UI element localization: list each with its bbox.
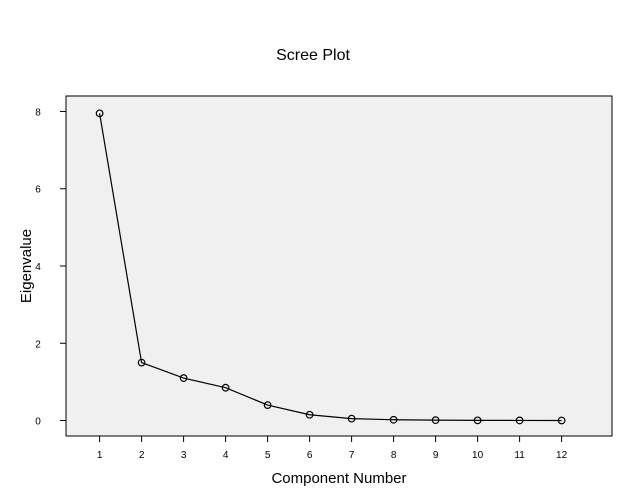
y-tick-label: 0 xyxy=(35,417,41,428)
data-point-marker xyxy=(347,414,356,423)
y-tick-label: 8 xyxy=(35,107,41,118)
data-point-marker xyxy=(515,416,524,425)
x-tick-label: 3 xyxy=(181,450,187,461)
x-tick-label: 11 xyxy=(514,450,525,461)
x-tick-label: 6 xyxy=(307,450,313,461)
data-point-marker xyxy=(389,415,398,424)
x-tick-label: 9 xyxy=(433,450,439,461)
data-markers xyxy=(95,109,566,425)
data-point-marker xyxy=(221,383,230,392)
x-tick-label: 10 xyxy=(472,450,484,461)
y-axis-title: Eigenvalue xyxy=(18,229,35,303)
x-axis-title: Component Number xyxy=(271,470,406,487)
data-point-marker xyxy=(473,416,482,425)
x-axis: 1 2 3 4 5 6 7 8 9 10 11 12 xyxy=(97,436,568,461)
x-tick-label: 8 xyxy=(391,450,397,461)
x-tick-label: 1 xyxy=(97,450,103,461)
x-tick-label: 5 xyxy=(265,450,271,461)
data-point-marker xyxy=(179,374,188,382)
x-tick-label: 12 xyxy=(556,450,568,461)
y-tick-label: 2 xyxy=(35,339,41,350)
y-tick-label: 6 xyxy=(35,185,41,196)
x-tick-label: 4 xyxy=(223,450,229,461)
data-point-marker xyxy=(431,416,440,425)
data-point-marker xyxy=(95,109,104,118)
data-point-marker xyxy=(557,416,566,425)
chart-title: Scree Plot xyxy=(276,47,350,64)
plot-area xyxy=(65,95,613,437)
data-point-marker xyxy=(137,358,146,367)
data-point-marker xyxy=(305,410,314,419)
x-tick-label: 2 xyxy=(139,450,145,461)
data-point-marker xyxy=(263,401,272,409)
series-line xyxy=(99,113,562,422)
x-tick-label: 7 xyxy=(349,450,355,461)
y-axis: 0 2 4 6 8 xyxy=(35,107,66,428)
y-tick-label: 4 xyxy=(35,262,41,273)
